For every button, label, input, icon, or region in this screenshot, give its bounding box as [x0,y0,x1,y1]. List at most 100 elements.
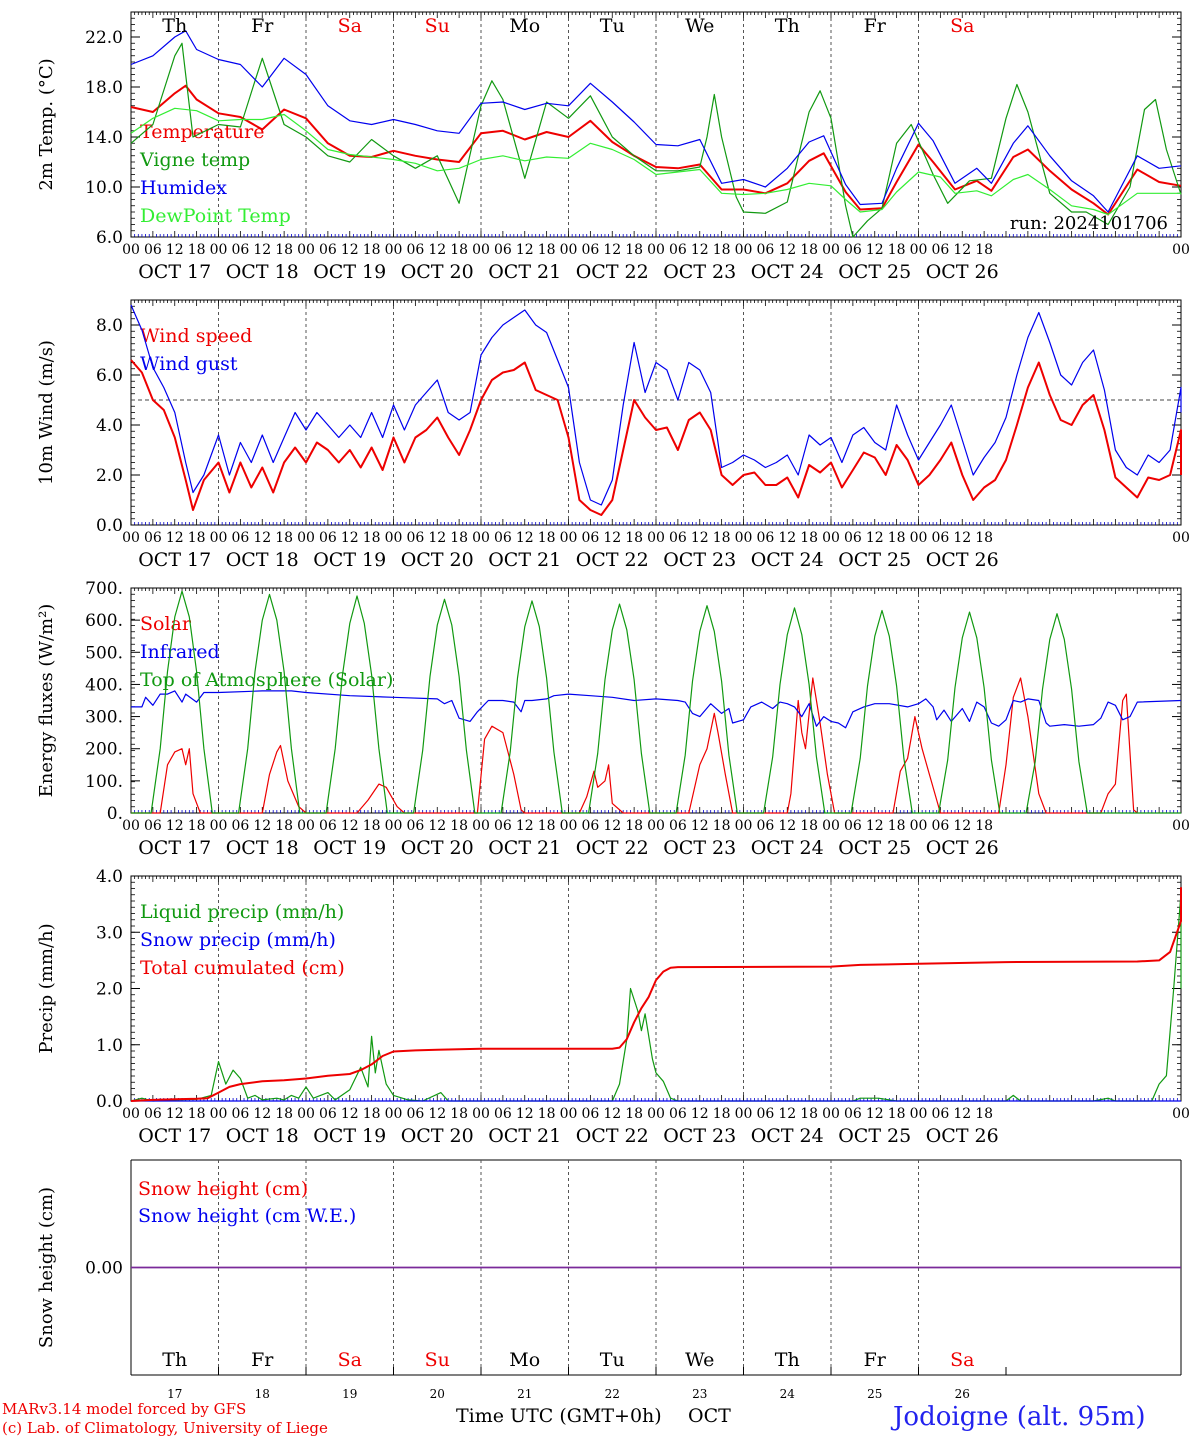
wind-y-tick-label: 8.0 [96,316,123,336]
wind-hour-label: 18 [275,530,293,546]
lab-credit: (c) Lab. of Climatology, University of L… [2,1419,328,1437]
day-label: Sa [950,15,974,37]
precip-hour-label: 06 [581,1106,599,1122]
wind-hour-label: 12 [516,530,534,546]
day-label: Th [162,15,187,37]
precip-hour-label: 00 [822,1106,840,1122]
model-credit: MARv3.14 model forced by GFS [2,1400,247,1418]
precip-hour-label: 18 [363,1106,381,1122]
temp-series-green [130,42,1182,238]
wind-y-tick-label: 4.0 [96,416,123,436]
energy-hour-label: 06 [931,818,949,834]
wind-hour-label: 12 [428,530,446,546]
snow-day-number: 23 [692,1387,707,1401]
precip-legend-blue: Snow precip (mm/h) [140,929,336,951]
snow-legend-blue: Snow height (cm W.E.) [138,1205,356,1227]
precip-hour-label: 06 [144,1106,162,1122]
wind-legend-blue: Wind gust [140,353,238,375]
temp-y-tick-label: 18.0 [85,78,123,98]
snow-day-number: 19 [342,1387,357,1401]
wind-hour-label: 00 [910,530,928,546]
precip-hour-label: 12 [516,1106,534,1122]
temp-series-lightgreen [130,107,1181,216]
temp-hour-label: 18 [188,242,206,258]
wind-hour-label: 12 [953,530,971,546]
wind-date-label: OCT 21 [488,549,561,571]
energy-hour-label: 12 [166,818,184,834]
energy-date-label: OCT 25 [838,837,911,859]
snow-day-number: 25 [867,1387,882,1401]
precip-legend-red: Total cumulated (cm) [140,957,345,979]
wind-hour-label: 12 [341,530,359,546]
temp-legend-blue: Humidex [140,177,227,199]
precip-hour-label: 00 [1172,1106,1190,1122]
energy-hour-label: 00 [297,818,315,834]
energy-date-label: OCT 20 [401,837,474,859]
energy-hour-label: 12 [691,818,709,834]
precip-hour-label: 06 [231,1106,249,1122]
wind-hour-label: 18 [888,530,906,546]
precip-date-label: OCT 20 [401,1125,474,1147]
temp-hour-label: 18 [713,242,731,258]
precip-hour-label: 06 [844,1106,862,1122]
wind-date-label: OCT 22 [576,549,649,571]
temp-hour-label: 00 [1172,242,1190,258]
wind-hour-label: 12 [603,530,621,546]
energy-series-red [131,677,1138,814]
snow-day-label: Fr [864,1349,887,1371]
snow-day-label: Tu [600,1349,625,1371]
temp-hour-label: 18 [275,242,293,258]
energy-hour-label: 06 [494,818,512,834]
temp-hour-label: 12 [166,242,184,258]
energy-hour-label: 00 [472,818,490,834]
wind-hour-label: 12 [866,530,884,546]
precip-hour-label: 12 [778,1106,796,1122]
wind-hour-label: 06 [144,530,162,546]
wind-hour-label: 18 [363,530,381,546]
precip-legend-green: Liquid precip (mm/h) [140,901,344,923]
temp-date-label: OCT 25 [838,261,911,283]
temp-hour-label: 18 [800,242,818,258]
temp-hour-label: 00 [122,242,140,258]
snow-day-label: We [685,1349,714,1371]
energy-hour-label: 06 [406,818,424,834]
precip-hour-label: 18 [275,1106,293,1122]
precip-hour-label: 18 [625,1106,643,1122]
temp-date-label: OCT 19 [313,261,386,283]
temp-frame [130,11,1182,238]
wind-hour-label: 06 [931,530,949,546]
energy-hour-label: 00 [122,818,140,834]
precip-hour-label: 00 [297,1106,315,1122]
energy-y-tick-label: 100. [85,772,123,792]
wind-hour-label: 06 [669,530,687,546]
temp-hour-label: 00 [210,242,228,258]
temp-hour-label: 00 [297,242,315,258]
wind-hour-label: 18 [800,530,818,546]
temp-hour-label: 12 [953,242,971,258]
time-axis-title: Time UTC (GMT+0h) [456,1405,662,1427]
temp-hour-label: 12 [253,242,271,258]
wind-series-red [130,359,1182,516]
energy-hour-label: 12 [778,818,796,834]
wind-hour-label: 06 [494,530,512,546]
precip-hour-label: 06 [319,1106,337,1122]
wind-date-label: OCT 17 [138,549,211,571]
energy-y-tick-label: 200. [85,740,123,760]
temp-date-label: OCT 20 [401,261,474,283]
precip-y-tick-label: 2.0 [96,980,123,1000]
snow-day-label: Mo [509,1349,540,1371]
snow-day-number: 26 [955,1387,970,1401]
energy-hour-label: 06 [669,818,687,834]
temp-y-tick-label: 6.0 [96,228,123,248]
energy-hour-label: 18 [363,818,381,834]
wind-hour-label: 00 [297,530,315,546]
precip-date-label: OCT 17 [138,1125,211,1147]
wind-hour-label: 18 [975,530,993,546]
energy-date-label: OCT 19 [313,837,386,859]
wind-hour-label: 00 [472,530,490,546]
wind-date-label: OCT 25 [838,549,911,571]
wind-hour-label: 12 [253,530,271,546]
wind-legend-red: Wind speed [140,325,252,347]
temp-hour-label: 18 [975,242,993,258]
